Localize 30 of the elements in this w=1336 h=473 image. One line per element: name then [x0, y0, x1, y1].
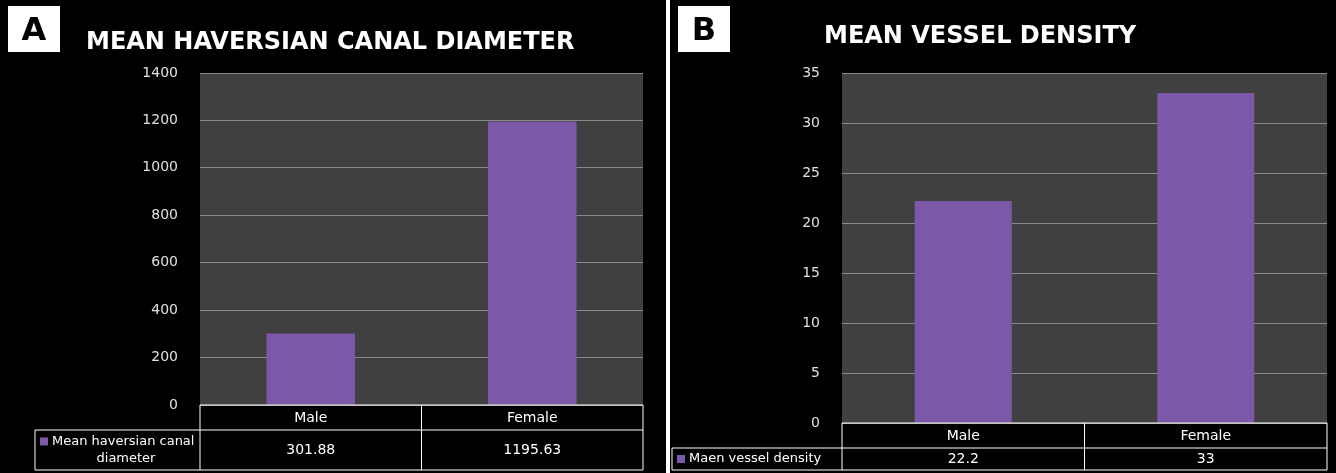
x-tick-label: Female: [506, 409, 558, 426]
y-tick-label: 25: [802, 163, 820, 180]
legend-label: Mean haversian canal diameter: [52, 432, 195, 465]
y-tick-label: 5: [811, 363, 820, 380]
y-tick-label: 15: [802, 263, 820, 280]
y-tick-label: 30: [802, 113, 820, 130]
x-tick-label: Male: [946, 427, 980, 444]
y-tick-label: 35: [802, 63, 820, 80]
y-tick-label: 200: [151, 348, 178, 365]
y-tick-label: 20: [802, 213, 820, 230]
legend-label: Maen vessel density: [689, 450, 822, 466]
chart-title: MEAN VESSEL DENSITY: [824, 21, 1137, 49]
y-tick-label: 400: [151, 300, 178, 317]
y-tick-label: 1200: [142, 111, 178, 128]
data-label: 301.88: [286, 440, 336, 457]
data-label: 22.2: [947, 449, 979, 466]
y-tick-label: 800: [151, 205, 178, 222]
data-label: 1195.63: [503, 440, 562, 457]
x-tick-label: Female: [1180, 427, 1232, 444]
data-label: 33: [1196, 449, 1215, 466]
y-tick-label: 0: [811, 413, 820, 430]
y-tick-label: 600: [151, 253, 178, 270]
text: A: [8, 6, 60, 52]
x-tick-label: Male: [294, 409, 328, 426]
y-tick-label: 1000: [142, 158, 178, 175]
y-tick-label: 1400: [142, 63, 178, 80]
text: B: [678, 6, 730, 52]
y-tick-label: 0: [169, 395, 178, 412]
y-tick-label: 10: [802, 313, 820, 330]
chart-title: MEAN HAVERSIAN CANAL DIAMETER: [86, 27, 575, 55]
